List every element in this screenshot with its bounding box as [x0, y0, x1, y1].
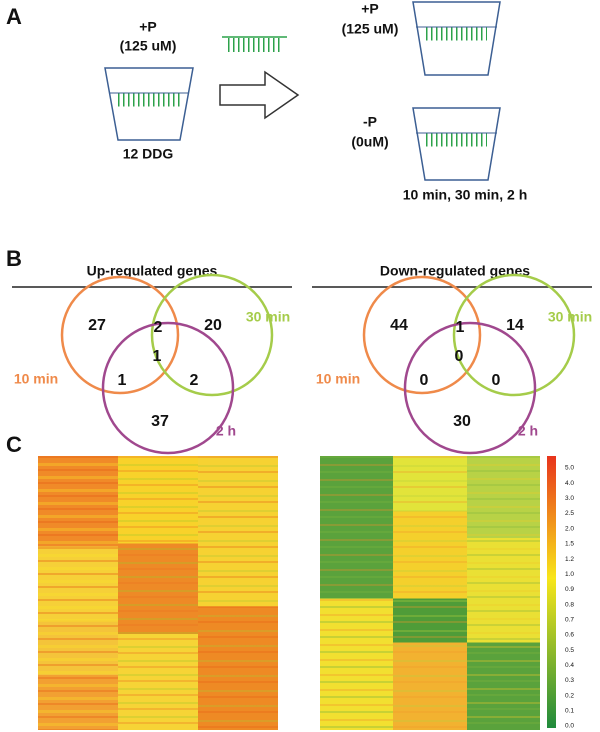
condition: +P: [139, 19, 157, 35]
beaker: [412, 1, 501, 76]
heatmap-column: [393, 456, 467, 730]
concentration: (125 uM): [342, 21, 399, 37]
colorbar-label: 5.0: [565, 465, 574, 472]
colorbar-label: 1.2: [565, 556, 574, 563]
heatmap-column: [198, 456, 278, 730]
colorbar-label: 0.4: [565, 662, 574, 669]
count: 2: [154, 319, 163, 336]
set-circle: [403, 321, 537, 455]
colorbar-label: 3.0: [565, 495, 574, 502]
colorbar-label: 0.5: [565, 647, 574, 654]
concentration: (0uM): [351, 134, 388, 150]
colorbar: [547, 456, 556, 728]
beaker: [412, 107, 501, 181]
colorbar-label: 2.0: [565, 525, 574, 532]
count: 14: [506, 317, 524, 334]
colorbar-label: 0.0: [565, 723, 574, 730]
venn-title: Up-regulated genes: [87, 263, 218, 279]
colorbar-label: 0.8: [565, 601, 574, 608]
heatmap: [38, 456, 278, 730]
set-circle: [101, 321, 235, 455]
colorbar-label: 0.2: [565, 692, 574, 699]
count: 44: [390, 317, 408, 334]
set-label: 30 min: [548, 309, 592, 325]
colorbar-label: 0.6: [565, 632, 574, 639]
colorbar-label: 1.0: [565, 571, 574, 578]
set-label: 10 min: [316, 371, 360, 387]
set-label: 10 min: [14, 371, 58, 387]
concentration: (125 uM): [120, 38, 177, 54]
colorbar-label: 0.3: [565, 677, 574, 684]
set-circle: [362, 275, 482, 395]
colorbar-labels: 5.0 4.0 3.0 2.5 2.0 1.5 1.2 1.0 0.9 0.8 0.7 0.6 0.5 0…: [565, 465, 574, 730]
colorbar-label: 0.7: [565, 616, 574, 623]
colorbar-label: 0.9: [565, 586, 574, 593]
beaker: [104, 67, 194, 141]
count: 27: [88, 317, 106, 334]
count: 1: [153, 348, 162, 365]
heatmap-column: [320, 456, 394, 730]
set-circle: [150, 273, 274, 397]
count: 1: [456, 319, 465, 336]
heatmap-column: [466, 456, 540, 730]
venn: Up-regulated genes 27 2 20 1 1 2 37 10 m…: [12, 263, 292, 455]
set-label: 2 h: [216, 423, 236, 439]
panel-label: C: [6, 432, 22, 457]
set-circle: [452, 273, 576, 397]
count: 20: [204, 317, 222, 334]
set-circle: [60, 275, 180, 395]
count: 0: [492, 372, 501, 389]
colorbar-label: 4.0: [565, 480, 574, 487]
panel-label: A: [6, 4, 22, 29]
heatmap: [320, 456, 540, 730]
panel-label: B: [6, 246, 22, 271]
durations: 10 min, 30 min, 2 h: [403, 187, 528, 203]
colorbar-label: 0.1: [565, 708, 574, 715]
condition: +P: [361, 1, 379, 17]
count: 0: [455, 348, 464, 365]
arrow: [219, 70, 300, 120]
condition: -P: [363, 114, 377, 130]
count: 2: [190, 372, 199, 389]
colorbar-label: 1.5: [565, 541, 574, 548]
count: 0: [420, 372, 429, 389]
count: 37: [151, 413, 169, 430]
heatmap-column: [118, 456, 198, 730]
venn: Down-regulated genes 44 1 14 0 0 0 30 10…: [312, 263, 592, 455]
age: 12 DDG: [123, 146, 174, 162]
set-label: 30 min: [246, 309, 290, 325]
venn-title: Down-regulated genes: [380, 263, 530, 279]
count: 30: [453, 413, 471, 430]
set-label: 2 h: [518, 423, 538, 439]
heatmap-column: [38, 456, 118, 730]
colorbar-label: 2.5: [565, 510, 574, 517]
count: 1: [118, 372, 127, 389]
